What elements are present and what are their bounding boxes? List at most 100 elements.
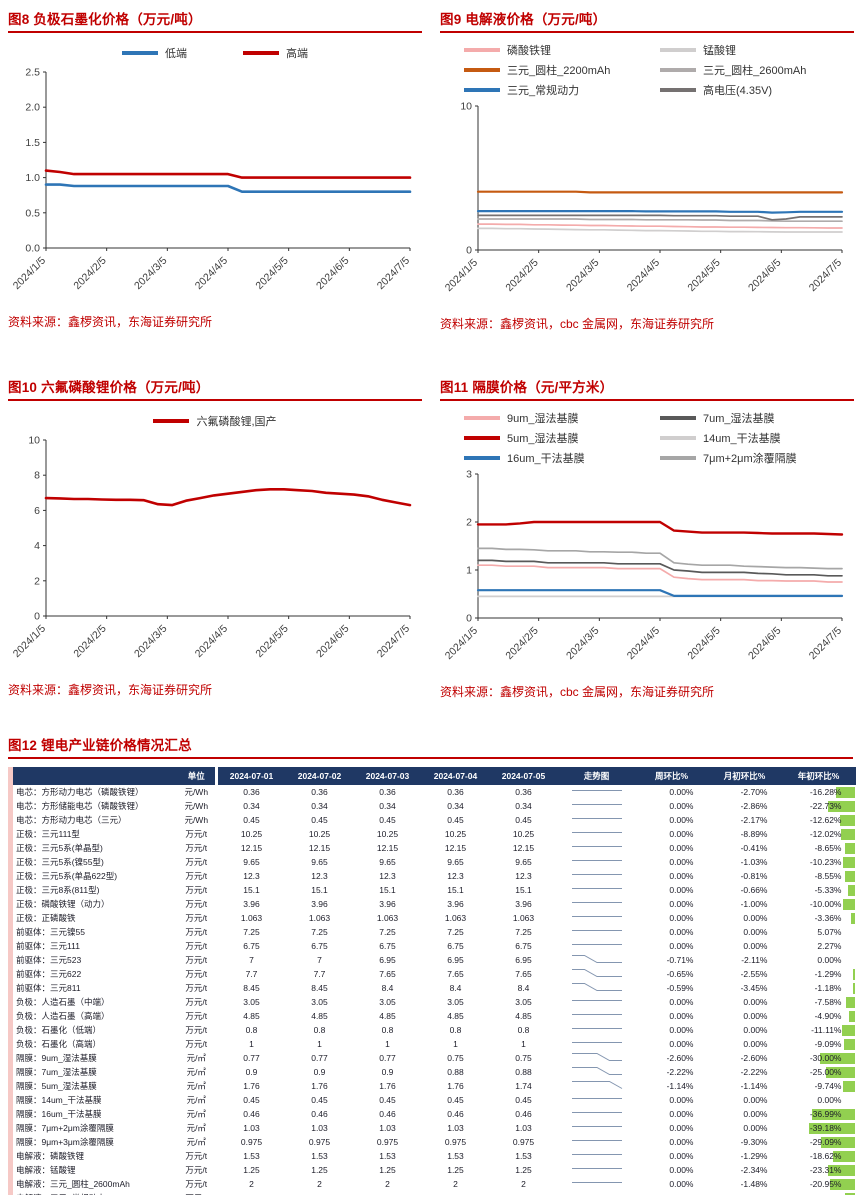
item-unit: 万元/t: [185, 1011, 208, 1021]
table-row: 前驱体：三元111 万元/t 6.75 6.75 6.75 6.75 6.75 0.00% 0.…: [11, 939, 856, 953]
trend-sparkline: [558, 953, 636, 967]
legend-item: 磷酸铁锂: [464, 42, 634, 58]
ytd-change: -1.29%: [782, 967, 856, 981]
item-unit: 万元/t: [185, 941, 208, 951]
item-name: 负极：石墨化（低端）: [16, 1025, 102, 1035]
wow-change: -2.22%: [666, 1067, 694, 1077]
series-line: [477, 214, 843, 221]
sparkline-canvas: [571, 1140, 622, 1141]
svg-text:2024/1/5: 2024/1/5: [443, 625, 480, 662]
svg-text:2024/3/5: 2024/3/5: [132, 255, 169, 292]
sparkline-canvas: [571, 930, 622, 931]
price-value: 1.03: [379, 1123, 396, 1133]
sparkline-canvas: [571, 1067, 622, 1075]
svg-text:3: 3: [466, 469, 472, 481]
item-unit: 元/㎡: [186, 1053, 206, 1063]
svg-text:2024/5/5: 2024/5/5: [685, 625, 722, 662]
column-header: [10, 767, 178, 785]
legend-item: 16um_干法基膜: [464, 450, 634, 466]
price-value: 0.975: [444, 1137, 467, 1147]
price-value: 2: [317, 1179, 322, 1189]
price-value: 0.975: [240, 1137, 263, 1147]
price-value: 12.3: [379, 871, 396, 881]
sparkline-canvas: [571, 1112, 622, 1113]
svg-text:0: 0: [466, 245, 472, 257]
price-value: 3.96: [515, 899, 532, 909]
table-row: 隔膜：9um_湿法基膜 元/㎡ 0.77 0.77 0.77 0.75 0.75 -2.60%…: [11, 1051, 856, 1065]
ytd-value: -3.36%: [814, 913, 842, 923]
figure-11: 图11 隔膜价格（元/平方米） 9um_湿法基膜 7um_湿法基膜 5um_湿法基膜…: [440, 376, 854, 700]
ytd-change: 0.00%: [782, 1093, 856, 1107]
ytd-change: -9.09%: [782, 1037, 856, 1051]
price-value: 1.53: [311, 1151, 328, 1161]
svg-text:2024/5/5: 2024/5/5: [685, 257, 722, 294]
item-name: 前驱体：三元111: [16, 941, 80, 951]
svg-text:0.5: 0.5: [25, 207, 40, 219]
ytd-databar: [853, 982, 855, 994]
price-value: 4.85: [379, 1011, 396, 1021]
figure-10-legend-wrap: 六氟磷酸锂,国产: [8, 410, 422, 432]
svg-text:2024/2/5: 2024/2/5: [503, 257, 540, 294]
price-value: 15.1: [447, 885, 464, 895]
ytd-databar: [811, 1108, 855, 1120]
ytd-databar: [820, 1052, 855, 1064]
item-name: 隔膜：7um_湿法基膜: [16, 1067, 97, 1077]
item-unit: 万元/t: [185, 969, 208, 979]
price-value: 6.95: [379, 955, 396, 965]
trend-sparkline: [558, 995, 636, 1009]
table-row: 隔膜：7μm+2μm涂覆隔膜 元/㎡ 1.03 1.03 1.03 1.03 1.03 0.0…: [11, 1121, 856, 1135]
price-value: 3.96: [311, 899, 328, 909]
mom-change: 0.00%: [743, 941, 768, 951]
svg-text:2024/6/5: 2024/6/5: [314, 255, 351, 292]
legend-label: 14um_干法基膜: [703, 433, 781, 445]
ytd-value: 0.00%: [817, 955, 842, 965]
legend-item: 9um_湿法基膜: [464, 410, 634, 426]
table-row: 前驱体：三元镍55 万元/t 7.25 7.25 7.25 7.25 7.25 0.00% 0.…: [11, 925, 856, 939]
table-row: 电解液：磷酸铁锂 万元/t 1.53 1.53 1.53 1.53 1.53 0.00% -1.…: [11, 1149, 856, 1163]
price-value: 1.03: [515, 1123, 532, 1133]
series-line: [477, 559, 843, 577]
svg-text:2024/7/5: 2024/7/5: [807, 257, 844, 294]
ytd-change: -29.09%: [782, 1135, 856, 1149]
figure-8-title: 图8 负极石墨化价格（万元/吨）: [8, 8, 422, 33]
ytd-change: -30.00%: [782, 1051, 856, 1065]
price-value: 3.96: [447, 899, 464, 909]
column-header: 2024-07-05: [489, 767, 558, 785]
legend-line-swatch: [464, 68, 500, 72]
price-value: 9.65: [515, 857, 532, 867]
figure-12-title: 图12 锂电产业链价格情况汇总: [8, 734, 853, 759]
ytd-value: -10.23%: [809, 857, 842, 867]
sparkline-canvas: [571, 1042, 622, 1043]
price-value: 9.65: [243, 857, 260, 867]
trend-sparkline: [558, 925, 636, 939]
price-value: 0.88: [515, 1067, 532, 1077]
price-value: 1.53: [243, 1151, 260, 1161]
ytd-databar: [825, 1066, 855, 1078]
price-value: 0.975: [376, 1137, 399, 1147]
price-value: 3.05: [243, 997, 260, 1007]
item-unit: 万元/t: [185, 983, 208, 993]
item-name: 隔膜：9um_湿法基膜: [16, 1053, 97, 1063]
price-value: 4.85: [515, 1011, 532, 1021]
wow-change: 0.00%: [669, 1011, 694, 1021]
ytd-databar: [844, 870, 855, 882]
svg-text:4: 4: [34, 540, 40, 552]
item-unit: 万元/t: [185, 857, 208, 867]
price-value: 3.05: [515, 997, 532, 1007]
price-value: 10.25: [240, 829, 263, 839]
trend-sparkline: [558, 1037, 636, 1051]
svg-text:10: 10: [460, 101, 472, 113]
table-row: 隔膜：9μm+3μm涂覆隔膜 元/㎡ 0.975 0.975 0.975 0.975 0.9…: [11, 1135, 856, 1149]
price-value: 0.46: [447, 1109, 464, 1119]
price-value: 8.4: [381, 983, 394, 993]
price-value: 10.25: [512, 829, 535, 839]
ytd-databar: [848, 884, 855, 896]
table-row: 正极：三元5系(单晶622型) 万元/t 12.3 12.3 12.3 12.3 12.3 0…: [11, 869, 856, 883]
price-value: 12.15: [240, 843, 263, 853]
item-unit: 万元/t: [185, 1165, 208, 1175]
legend-label: 低端: [165, 48, 187, 60]
ytd-databar: [840, 814, 855, 826]
price-value: 0.34: [311, 801, 328, 811]
price-value: 0.45: [243, 1095, 260, 1105]
ytd-databar: [843, 898, 855, 910]
